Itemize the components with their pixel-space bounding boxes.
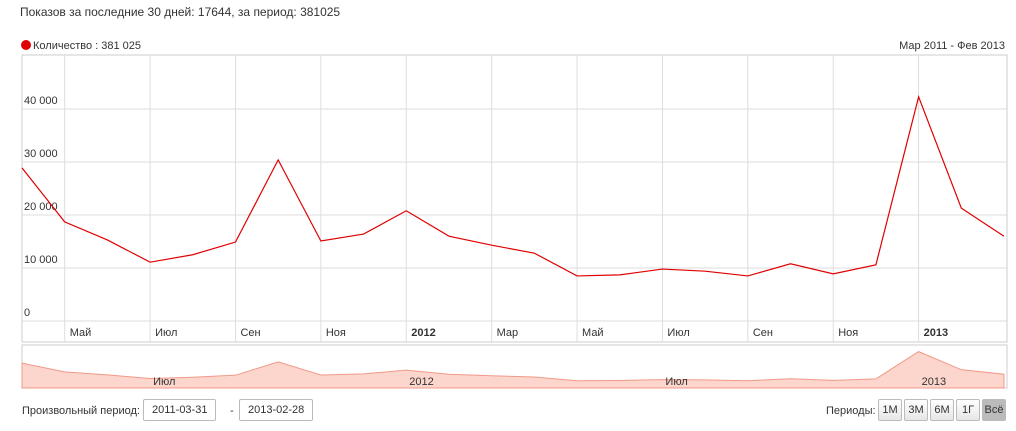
y-tick-label: 0 [24,307,30,319]
x-tick-label: 2012 [411,327,435,339]
x-tick-label: Ноя [326,327,346,339]
navigator-label: 2012 [409,376,433,388]
navigator-label: Июл [665,376,687,388]
series-line [21,94,1005,277]
separator: - [230,405,234,417]
range-label: Произвольный период: [22,405,140,417]
navigator-label: 2013 [922,376,946,388]
y-tick-label: 40 000 [24,95,58,107]
period-button[interactable]: 3М [904,399,928,421]
x-tick-label: Ноя [838,327,858,339]
controls: Произвольный период: 2011-03-31 - 2013-0… [0,398,1016,424]
x-tick-label: Мар [497,327,519,339]
plot-border [21,54,1008,343]
navigator-area [21,351,1005,389]
periods-label: Периоды: [826,405,876,417]
y-tick-label: 10 000 [24,254,58,266]
x-tick-label: Сен [753,327,773,339]
y-tick-label: 20 000 [24,201,58,213]
period-button[interactable]: 6М [930,399,954,421]
x-tick-label: Июл [667,327,689,339]
x-tick-label: 2013 [924,327,948,339]
legend-marker [21,40,31,50]
date-range: Мар 2011 - Фев 2013 [899,40,1005,52]
period-button[interactable]: Всё [982,399,1006,421]
date-from[interactable]: 2011-03-31 [143,399,217,421]
x-tick-label: Сен [240,327,260,339]
header: Показов за последние 30 дней: 17644, за … [20,5,340,19]
date-to[interactable]: 2013-02-28 [239,399,314,421]
y-tick-label: 30 000 [24,148,58,160]
period-button[interactable]: 1М [878,399,902,421]
legend-label: Количество : 381 025 [33,40,141,52]
navigator-label: Июл [153,376,175,388]
x-tick-label: Май [582,327,604,339]
x-tick-label: Май [70,327,92,339]
chart: Показов за последние 30 дней: 17644, за … [20,5,1008,389]
period-button[interactable]: 1Г [956,399,980,421]
x-tick-label: Июл [155,327,177,339]
